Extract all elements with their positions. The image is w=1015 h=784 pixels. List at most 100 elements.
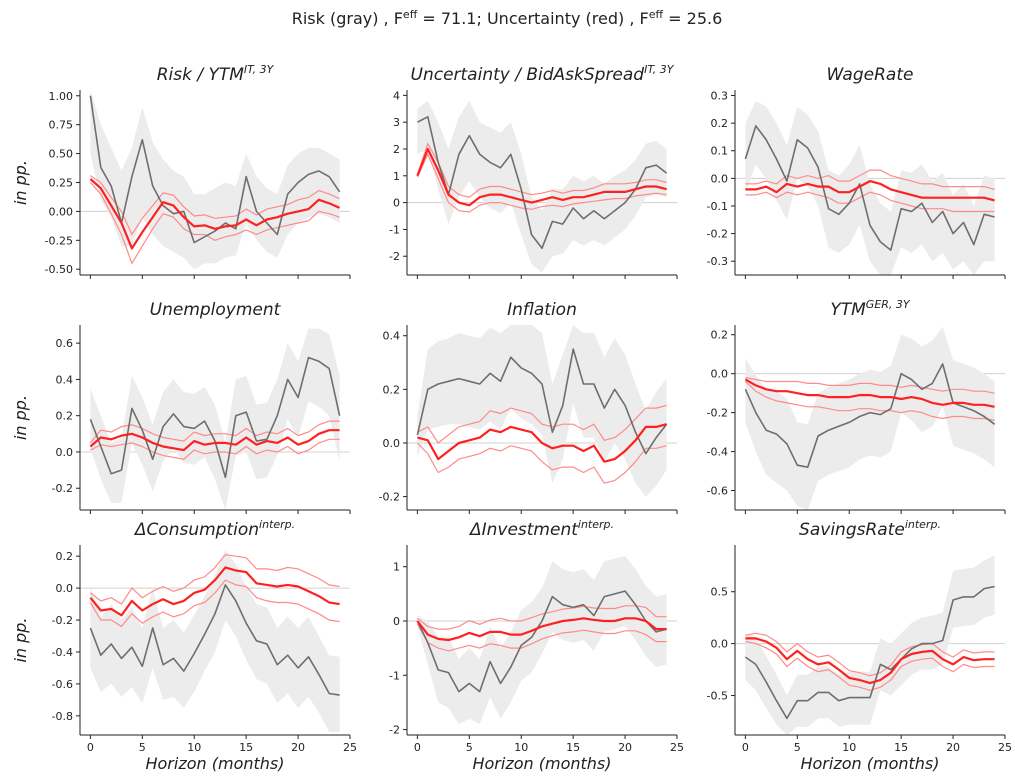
- y-tick-label: 0.0: [56, 446, 74, 459]
- x-tick-label: 5: [794, 741, 801, 754]
- y-tick-label: 0: [393, 197, 400, 210]
- uncertainty-series-line: [744, 378, 995, 408]
- uncertainty-series-line: [745, 637, 995, 685]
- y-tick-label: 0.0: [711, 638, 729, 651]
- x-tick-label: 0: [742, 741, 749, 754]
- y-tick-label: 0.0: [383, 437, 401, 450]
- risk-series-line: [416, 348, 668, 455]
- y-tick-label: -0.6: [707, 485, 728, 498]
- x-tick-label: 10: [514, 741, 528, 754]
- y-tick-label: 1.00: [49, 90, 74, 103]
- y-tick-label: 0.6: [56, 337, 74, 350]
- y-tick-label: 4: [393, 89, 400, 102]
- y-tick-label: 0.2: [56, 410, 74, 423]
- y-tick-label: -1: [389, 669, 400, 682]
- uncertainty-upper-band-line: [745, 169, 995, 190]
- x-axis-label: Horizon (months): [145, 754, 284, 773]
- uncertainty-series-line: [89, 429, 340, 452]
- y-tick-label: -2: [389, 724, 400, 737]
- panel-title-main: WageRate: [827, 65, 914, 85]
- panel-9: SavingsRateinterp. -0.5 0.0 0.5 0 5 10 15 20 25 Ho…: [707, 518, 1012, 773]
- risk-confidence-band: [745, 101, 995, 275]
- risk-series-line: [89, 95, 341, 244]
- y-tick-label: -0.3: [707, 255, 728, 268]
- y-tick-label: -0.2: [707, 228, 728, 241]
- risk-confidence-band: [745, 555, 995, 735]
- plot-area: [407, 100, 677, 273]
- risk-series-line: [417, 116, 668, 249]
- panel-title: Uncertainty / BidAskSpreadIT, 3Y: [411, 63, 675, 85]
- panel-grid: Risk / YTMIT, 3Y-0.50-0.250.000.250.500.…: [11, 63, 1012, 773]
- y-tick-label: 0.25: [49, 177, 74, 190]
- panel-title-main: ΔConsumption: [133, 520, 259, 540]
- uncertainty-lower-band-line: [745, 641, 995, 692]
- uncertainty-series-line: [416, 617, 667, 642]
- x-tick-label: 5: [466, 741, 473, 754]
- plot-area: [735, 326, 1005, 510]
- x-tick-label: 20: [291, 741, 305, 754]
- y-tick-label: -0.2: [52, 614, 73, 627]
- uncertainty-upper-band-line: [89, 420, 340, 444]
- risk-confidence-band: [90, 328, 340, 510]
- x-tick-label: 25: [670, 741, 684, 754]
- panel-title: SavingsRateinterp.: [799, 518, 941, 540]
- uncertainty-upper-band-line: [417, 404, 667, 444]
- panel-title-main: Unemployment: [150, 300, 282, 320]
- panel-7: ΔConsumptioninterp. -0.8 -0.6 -0.4 -0.2 0.0 0.…: [11, 518, 357, 773]
- plot-area: [735, 555, 1005, 735]
- uncertainty-lower-band-line: [416, 152, 667, 213]
- panel-title-sup: GER, 3Y: [866, 298, 911, 311]
- x-axis-label: Horizon (months): [800, 754, 939, 773]
- y-tick-label: 2: [393, 143, 400, 156]
- plot-area: [407, 325, 677, 497]
- panel-title-sup: IT, 3Y: [244, 63, 275, 76]
- uncertainty-series-line: [417, 423, 667, 463]
- uncertainty-upper-band-line: [90, 175, 340, 236]
- panel-3: WageRate -0.3 -0.2 -0.1 0.0 0.1 0.2 0.3: [707, 65, 1006, 279]
- x-tick-label: 5: [139, 741, 146, 754]
- panel-6: YTMGER, 3Y -0.6 -0.4 -0.2 0.0 0.2: [707, 298, 1006, 514]
- y-tick-label: -0.2: [379, 491, 400, 504]
- panel-2: Uncertainty / BidAskSpreadIT, 3Y -2 -1 0 1 2 3…: [389, 63, 678, 279]
- risk-confidence-band: [417, 325, 667, 497]
- y-tick-label: 0.3: [711, 90, 729, 103]
- uncertainty-lower-band-line: [89, 579, 340, 628]
- y-tick-label: -0.1: [707, 200, 728, 213]
- uncertainty-upper-band-line: [90, 553, 340, 605]
- panel-title: YTMGER, 3Y: [830, 298, 911, 320]
- panel-title: ΔConsumptioninterp.: [133, 518, 295, 540]
- panel-title: Inflation: [507, 300, 577, 320]
- y-tick-label: -0.5: [707, 690, 728, 703]
- y-tick-label: 0.4: [383, 330, 401, 343]
- risk-series-line: [744, 585, 995, 720]
- y-tick-label: 3: [393, 116, 400, 129]
- y-tick-label: -0.2: [52, 482, 73, 495]
- uncertainty-series-line: [89, 566, 340, 617]
- x-tick-label: 10: [187, 741, 201, 754]
- panel-title-sup: interp.: [578, 518, 614, 531]
- y-axis-label: in pp.: [11, 395, 30, 440]
- y-tick-label: 0.5: [711, 586, 729, 599]
- y-tick-label: 0.1: [711, 145, 729, 158]
- panel-5: Inflation -0.2 0.0 0.2 0.4: [379, 300, 678, 514]
- uncertainty-upper-band-line: [416, 142, 667, 198]
- y-tick-label: 0.2: [383, 383, 401, 396]
- panel-title-main: SavingsRate: [799, 520, 905, 540]
- plot-area: [80, 328, 350, 510]
- y-tick-label: 0.2: [56, 550, 74, 563]
- panel-title-sup: interp.: [905, 518, 941, 531]
- x-tick-label: 25: [343, 741, 357, 754]
- panel-title: Unemployment: [150, 300, 282, 320]
- risk-confidence-band: [745, 326, 995, 510]
- x-tick-label: 15: [239, 741, 253, 754]
- y-tick-label: 1: [393, 561, 400, 574]
- y-tick-label: 0.00: [49, 205, 74, 218]
- uncertainty-lower-band-line: [90, 438, 340, 460]
- y-tick-label: -2: [389, 250, 400, 263]
- uncertainty-upper-band-line: [745, 377, 995, 394]
- y-tick-label: 0.2: [711, 117, 729, 130]
- risk-confidence-band: [90, 549, 340, 732]
- uncertainty-lower-band-line: [416, 623, 667, 652]
